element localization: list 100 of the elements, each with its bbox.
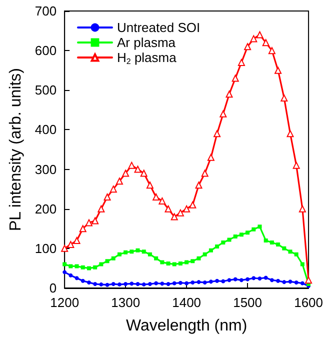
point — [124, 250, 128, 254]
point — [183, 205, 190, 212]
point — [298, 205, 306, 212]
point — [170, 213, 178, 220]
point — [214, 130, 221, 138]
point — [146, 182, 154, 189]
point — [221, 279, 226, 284]
point — [136, 282, 140, 286]
point — [178, 280, 182, 285]
point — [258, 224, 262, 229]
point — [208, 248, 213, 252]
point — [215, 278, 220, 283]
point — [136, 248, 140, 252]
legend-label: Untreated SOI — [117, 20, 200, 35]
point — [189, 201, 196, 208]
point — [202, 252, 207, 256]
y-tick-label: 600 — [34, 43, 57, 58]
point — [305, 276, 312, 284]
point — [232, 74, 239, 82]
point — [276, 242, 280, 246]
point — [166, 261, 170, 266]
point — [172, 281, 176, 286]
point — [86, 280, 91, 284]
point — [300, 262, 304, 266]
y-tick-label: 500 — [34, 82, 57, 98]
point — [67, 240, 74, 248]
point — [111, 282, 116, 286]
point — [252, 276, 256, 280]
y-tick-label: 200 — [34, 201, 57, 216]
point — [196, 256, 201, 260]
point — [201, 170, 208, 177]
point — [86, 266, 91, 270]
point — [196, 280, 201, 284]
point — [116, 178, 123, 185]
point — [226, 90, 233, 98]
legend-label: Ar plasma — [117, 35, 176, 50]
point — [300, 281, 304, 286]
point — [93, 282, 98, 286]
point — [117, 282, 122, 286]
point — [262, 39, 270, 46]
point — [239, 232, 244, 237]
point — [207, 154, 214, 161]
point — [176, 209, 184, 216]
point — [74, 264, 79, 268]
point — [220, 110, 227, 118]
point — [154, 256, 158, 260]
point — [154, 281, 158, 286]
point — [190, 259, 195, 264]
point — [105, 282, 110, 287]
point — [292, 162, 300, 169]
point — [105, 259, 110, 264]
point — [288, 250, 292, 254]
x-tick-label: 1400 — [172, 295, 202, 310]
point — [142, 250, 146, 254]
point — [111, 256, 116, 260]
point — [92, 217, 99, 224]
x-tick-label: 1500 — [233, 295, 262, 310]
point — [227, 278, 232, 282]
point — [68, 273, 73, 278]
point — [264, 276, 268, 280]
point — [282, 246, 286, 250]
point — [250, 35, 258, 42]
point — [166, 282, 170, 286]
point — [178, 261, 182, 266]
point — [140, 170, 148, 177]
point — [258, 276, 262, 280]
point — [164, 205, 172, 212]
point — [244, 43, 252, 50]
point — [252, 227, 256, 232]
point — [239, 278, 244, 282]
point — [152, 193, 160, 200]
point — [184, 281, 189, 286]
point — [122, 170, 130, 177]
point — [172, 262, 176, 266]
point — [270, 278, 274, 282]
point — [221, 240, 226, 244]
point — [256, 31, 264, 38]
point — [130, 250, 134, 254]
point — [246, 230, 250, 235]
point — [294, 252, 298, 256]
x-tick-label: 1600 — [294, 295, 323, 310]
point — [282, 280, 286, 284]
point — [246, 277, 250, 282]
point — [274, 66, 282, 74]
point — [80, 265, 85, 270]
point — [130, 282, 134, 286]
point — [208, 280, 213, 284]
point — [264, 238, 268, 243]
point — [93, 265, 98, 270]
point — [110, 186, 117, 193]
point — [270, 240, 274, 244]
point — [276, 278, 280, 283]
point — [99, 282, 104, 286]
point — [128, 162, 136, 169]
point — [74, 276, 79, 280]
point — [294, 280, 298, 284]
point — [190, 280, 195, 284]
point — [280, 94, 288, 102]
point — [134, 166, 142, 173]
point — [62, 270, 67, 274]
